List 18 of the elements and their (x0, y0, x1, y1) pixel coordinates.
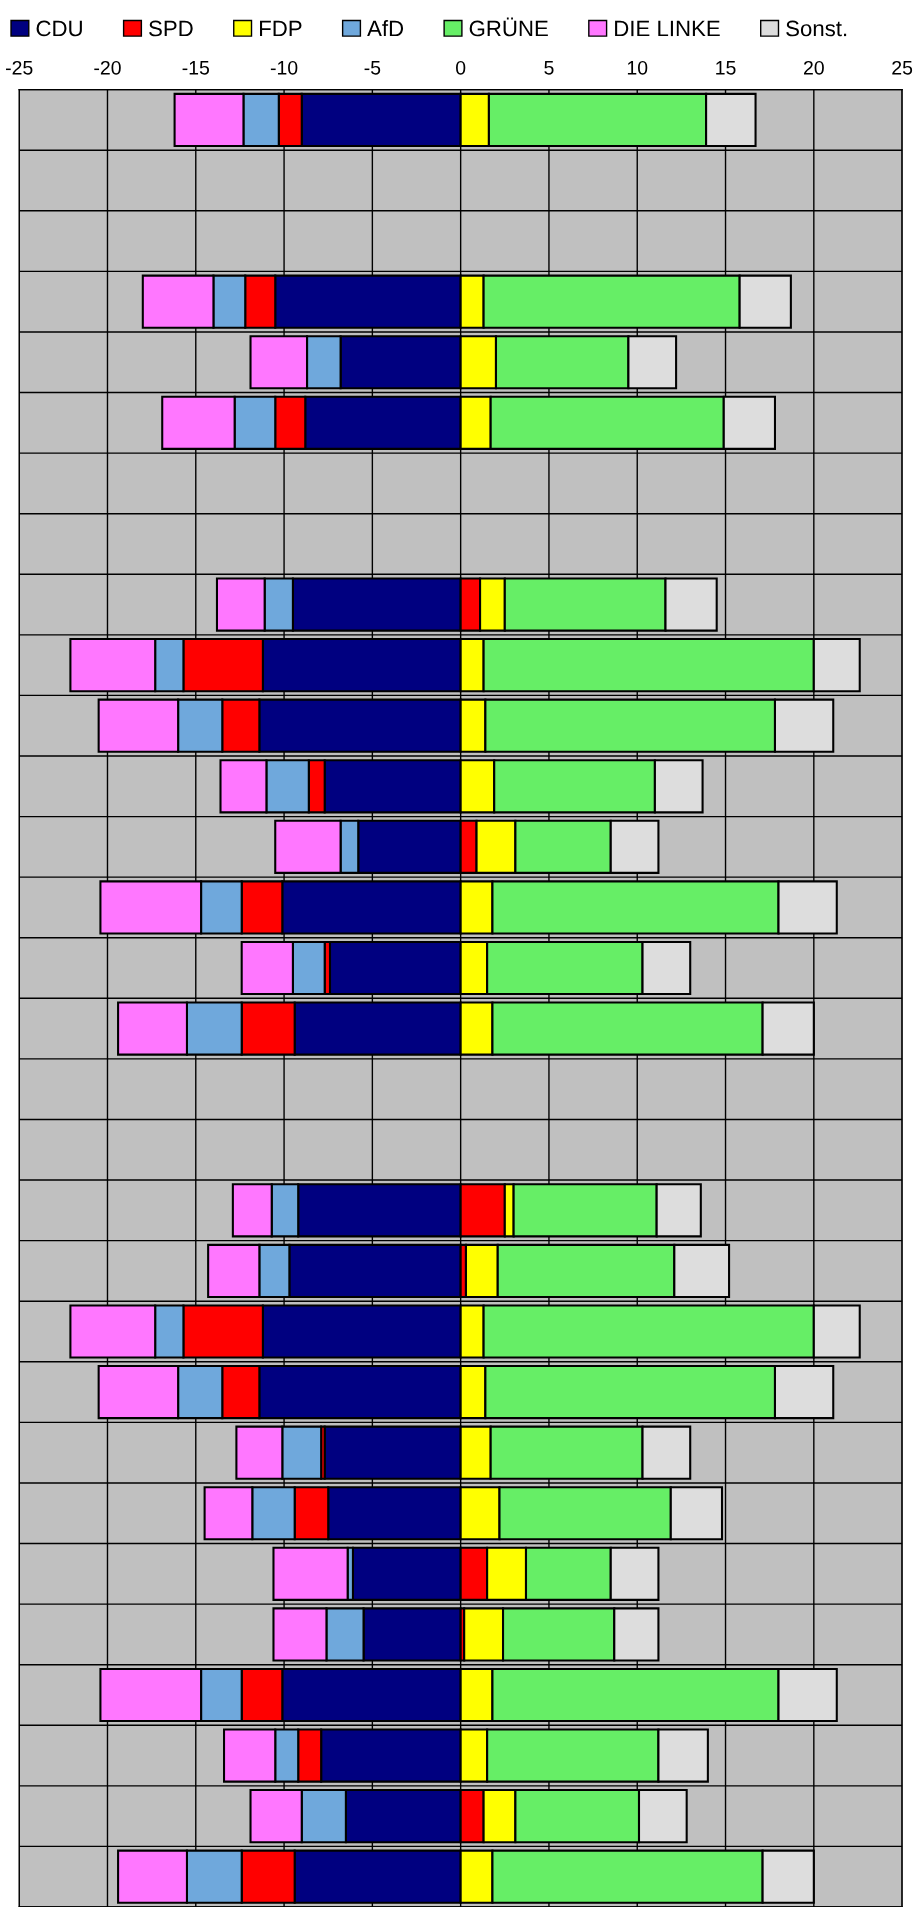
legend-label: FDP (260, 20, 302, 37)
legend-label: SPD (149, 20, 193, 37)
x-tick-label: -5 (364, 61, 381, 75)
x-tick-label: 25 (892, 60, 913, 75)
legend-label: DIE LINKE (615, 20, 720, 37)
x-tick-label: -15 (182, 61, 210, 75)
x-tick-label: -20 (94, 60, 121, 75)
x-tick-label: 5 (544, 61, 554, 75)
legend-label: Sonst. (786, 20, 847, 37)
x-tick-label: -10 (270, 60, 298, 75)
legend-label: AfD (367, 20, 404, 37)
x-tick-label: 10 (627, 60, 648, 75)
x-tick-label: -25 (6, 60, 33, 75)
legend-label: GRÜNE (469, 17, 548, 37)
x-tick-label: 20 (803, 60, 824, 75)
legend-label: CDU (36, 20, 82, 37)
x-tick-label: 0 (456, 60, 466, 75)
x-tick-label: 15 (716, 61, 736, 75)
